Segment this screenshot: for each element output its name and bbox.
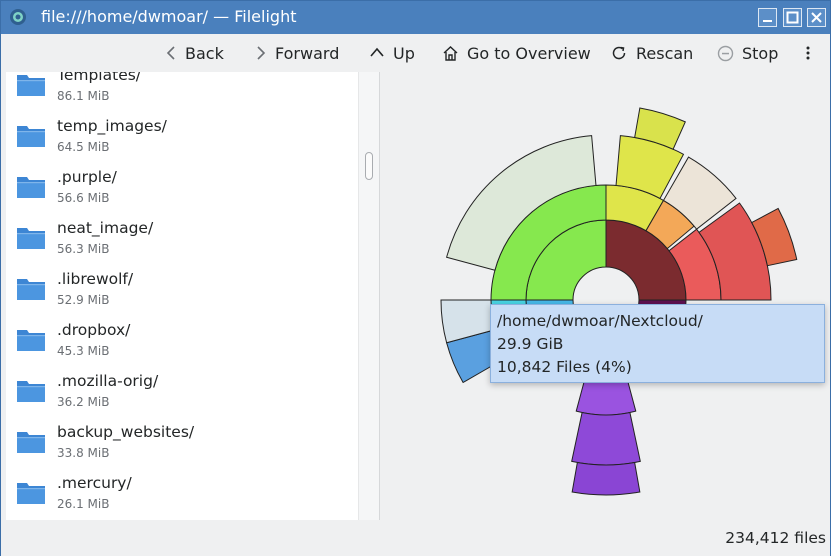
- list-item[interactable]: .mercury/26.1 MiB: [6, 472, 358, 520]
- folder-size: 52.9 MiB: [57, 293, 110, 307]
- folder-name: backup_websites/: [57, 423, 195, 441]
- list-item[interactable]: neat_image/56.3 MiB: [6, 217, 358, 268]
- scrollbar[interactable]: [358, 72, 379, 520]
- more-menu-button[interactable]: [804, 42, 820, 64]
- file-count: 234,412 files: [725, 529, 826, 547]
- chevron-right-icon: [257, 46, 266, 60]
- forward-button[interactable]: Forward: [255, 42, 339, 64]
- segment-yellow-leaf[interactable]: [634, 107, 686, 150]
- folder-size: 36.2 MiB: [57, 395, 110, 409]
- forward-label: Forward: [275, 43, 340, 63]
- folder-icon: [17, 279, 45, 300]
- list-item[interactable]: .librewolf/52.9 MiB: [6, 268, 358, 319]
- kebab-menu-icon: [806, 46, 810, 60]
- tooltip-path: /home/dwmoar/Nextcloud/: [497, 312, 703, 330]
- folder-size: 86.1 MiB: [57, 89, 110, 103]
- segment-orange-leaf[interactable]: [751, 207, 798, 267]
- radial-map-area[interactable]: [381, 72, 830, 520]
- stop-label: Stop: [742, 43, 779, 63]
- maximize-button[interactable]: [783, 8, 802, 27]
- rescan-button[interactable]: Rescan: [610, 42, 693, 64]
- home-icon: [443, 45, 458, 61]
- refresh-icon: [612, 46, 626, 60]
- folder-icon: [17, 330, 45, 351]
- segment-pale-yellow[interactable]: [662, 156, 737, 230]
- list-item[interactable]: backup_websites/33.8 MiB: [6, 421, 358, 472]
- close-button[interactable]: [807, 8, 826, 27]
- folder-icon: [17, 381, 45, 402]
- chevron-up-icon: [370, 47, 384, 57]
- list-item[interactable]: Templates/86.1 MiB: [6, 72, 358, 115]
- list-item[interactable]: temp_images/64.5 MiB: [6, 115, 358, 166]
- folder-name: .mozilla-orig/: [57, 372, 159, 390]
- folder-name: Templates/: [57, 72, 142, 84]
- folder-name: .dropbox/: [57, 321, 131, 339]
- back-button[interactable]: Back: [165, 42, 224, 64]
- title-bar[interactable]: file:///home/dwmoar/ — Filelight: [1, 1, 830, 34]
- chevron-left-icon: [166, 46, 175, 60]
- folder-size: 45.3 MiB: [57, 344, 110, 358]
- folder-icon: [17, 75, 45, 96]
- folder-name: temp_images/: [57, 117, 167, 135]
- tooltip-size: 29.9 GiB: [497, 335, 564, 353]
- status-bar: 234,412 files: [1, 520, 830, 556]
- overview-label: Go to Overview: [467, 43, 591, 63]
- up-label: Up: [393, 43, 415, 63]
- segment-tooltip: /home/dwmoar/Nextcloud/ 29.9 GiB 10,842 …: [490, 304, 825, 383]
- folder-icon: [17, 432, 45, 453]
- filelight-app-icon: [10, 9, 26, 25]
- maximize-icon: [786, 11, 799, 24]
- list-item[interactable]: .dropbox/45.3 MiB: [6, 319, 358, 370]
- stop-icon: [717, 45, 734, 61]
- folder-name: .librewolf/: [57, 270, 134, 288]
- scrollbar-thumb[interactable]: [365, 152, 373, 180]
- folder-icon: [17, 177, 45, 198]
- window-title: file:///home/dwmoar/ — Filelight: [41, 7, 297, 26]
- folder-name: .mercury/: [57, 474, 132, 492]
- up-button[interactable]: Up: [369, 42, 415, 64]
- list-item[interactable]: .purple/56.6 MiB: [6, 166, 358, 217]
- folder-size: 33.8 MiB: [57, 446, 110, 460]
- folder-size: 64.5 MiB: [57, 140, 110, 154]
- folder-icon: [17, 126, 45, 147]
- folder-size: 26.1 MiB: [57, 497, 110, 511]
- folder-icon: [17, 228, 45, 249]
- folder-name: .purple/: [57, 168, 117, 186]
- main-toolbar: Back Forward Up Go to Overview Rescan St…: [1, 34, 830, 72]
- segment-violet-leaf[interactable]: [571, 461, 641, 496]
- folder-size: 56.3 MiB: [57, 242, 110, 256]
- minimize-button[interactable]: [758, 8, 777, 27]
- rescan-label: Rescan: [636, 43, 694, 63]
- segment-violet-grandchild[interactable]: [571, 411, 641, 466]
- list-item[interactable]: .mozilla-orig/36.2 MiB: [6, 370, 358, 421]
- minimize-icon: [763, 20, 772, 22]
- go-to-overview-button[interactable]: Go to Overview: [442, 42, 591, 64]
- stop-button[interactable]: Stop: [717, 42, 778, 64]
- tooltip-files: 10,842 Files (4%): [497, 358, 632, 376]
- radial-map[interactable]: [381, 72, 830, 520]
- folder-icon: [17, 483, 45, 504]
- folder-size: 56.6 MiB: [57, 191, 110, 205]
- close-icon: [811, 12, 822, 23]
- folder-name: neat_image/: [57, 219, 154, 237]
- folder-list[interactable]: Templates/86.1 MiB temp_images/64.5 MiB .p…: [6, 72, 380, 520]
- segment-pale-green[interactable]: [446, 135, 597, 271]
- back-label: Back: [185, 43, 224, 63]
